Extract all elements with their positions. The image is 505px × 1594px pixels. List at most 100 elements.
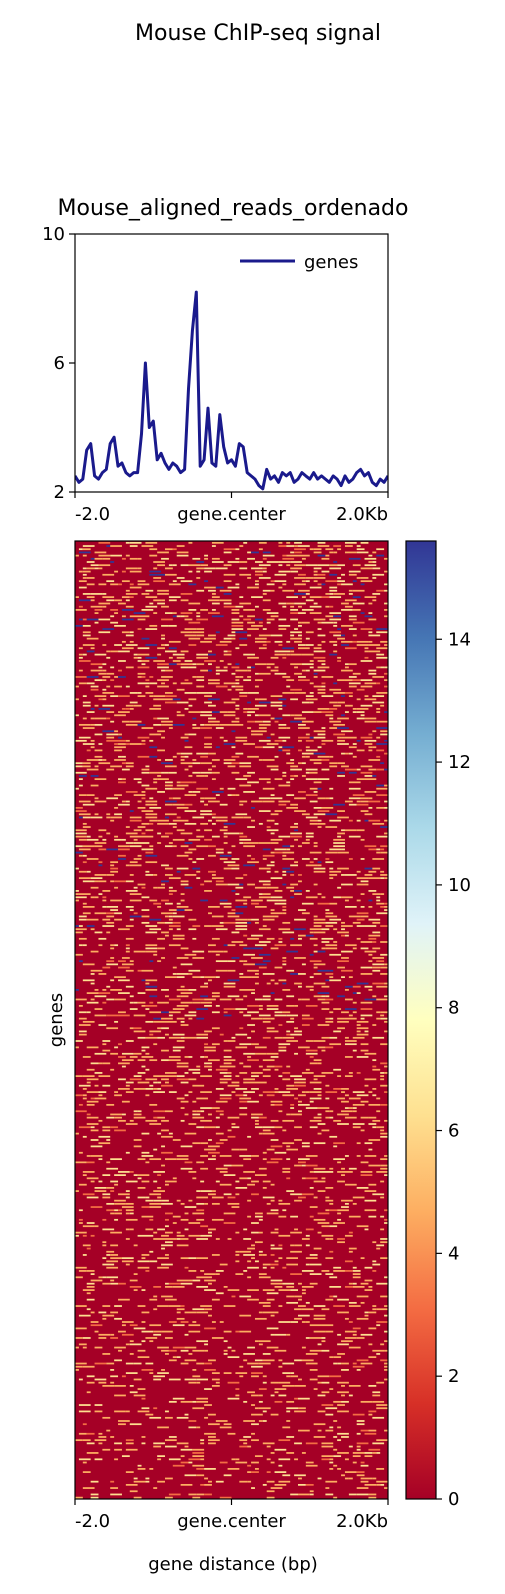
heatmap-cell [223, 743, 236, 745]
heatmap-cell [137, 1464, 142, 1467]
heatmap-cell [149, 771, 162, 774]
heatmap-cell [235, 1458, 240, 1461]
heatmap-cell [200, 1234, 212, 1237]
heatmap-cell [313, 711, 322, 713]
heatmap-cell [247, 1289, 259, 1291]
heatmap-cell [372, 746, 377, 749]
heatmap-cell [231, 672, 236, 675]
heatmap-cell [90, 688, 99, 691]
heatmap-cell [172, 1464, 185, 1467]
heatmap-cell [247, 1362, 259, 1365]
heatmap-cell [348, 1097, 361, 1100]
heatmap-cell [118, 928, 130, 931]
heatmap-cell [282, 921, 291, 924]
heatmap-cell [368, 819, 381, 822]
heatmap-cell [102, 1001, 107, 1004]
heatmap-cell [243, 1094, 248, 1097]
heatmap-cell [149, 1059, 158, 1062]
profile-data-point [234, 465, 237, 468]
heatmap-cell [254, 618, 263, 621]
heatmap-cell [227, 765, 236, 768]
heatmap-cell [313, 1075, 326, 1077]
heatmap-cell [149, 807, 162, 809]
heatmap-cell [266, 1445, 271, 1448]
heatmap-cell [219, 854, 232, 857]
heatmap-cell [266, 1094, 275, 1097]
heatmap-cell [360, 1461, 365, 1464]
heatmap-cell [309, 701, 314, 704]
heatmap-cell [294, 893, 302, 895]
heatmap-cell [337, 637, 345, 640]
heatmap-cell [298, 554, 310, 557]
heatmap-cell [184, 679, 189, 682]
heatmap-cell [329, 787, 334, 790]
heatmap-cell [223, 666, 228, 669]
heatmap-cell [161, 720, 173, 723]
heatmap-cell [352, 1327, 361, 1330]
heatmap-cell [239, 615, 244, 618]
heatmap-cell [364, 739, 377, 742]
heatmap-cell [121, 1059, 134, 1062]
heatmap-cell [235, 736, 248, 739]
heatmap-cell [102, 676, 111, 678]
heatmap-cell [204, 1432, 216, 1435]
heatmap-cell [145, 1004, 158, 1007]
heatmap-cell [278, 1202, 291, 1205]
heatmap-cell [356, 739, 361, 742]
heatmap-cell [223, 653, 232, 656]
heatmap-cell [157, 564, 165, 567]
heatmap-cell [231, 1126, 240, 1129]
heatmap-cell [227, 832, 240, 835]
heatmap-cell [258, 893, 263, 895]
heatmap-cell [153, 1375, 165, 1378]
heatmap-cell [208, 1151, 220, 1154]
heatmap-cell [329, 717, 334, 720]
heatmap-panel: -2.0 gene.center 2.0Kb gene distance (bp) … [46, 540, 389, 1575]
heatmap-cell [380, 1295, 388, 1298]
heatmap-cell [129, 861, 138, 864]
heatmap-cell [384, 963, 388, 966]
heatmap-cell [231, 858, 240, 860]
heatmap-cell [188, 1458, 201, 1461]
heatmap-cell [376, 628, 388, 630]
heatmap-cell [78, 1033, 87, 1036]
heatmap-cell [270, 1266, 275, 1269]
heatmap-cell [200, 1305, 212, 1307]
heatmap-cell [102, 1282, 111, 1285]
heatmap-cell [317, 660, 326, 662]
heatmap-cell [219, 1263, 228, 1266]
heatmap-cell [341, 1091, 345, 1093]
heatmap-cell [188, 765, 193, 768]
profile-data-point [305, 475, 307, 477]
heatmap-cell [231, 628, 244, 630]
heatmap-cell [317, 755, 322, 758]
heatmap-cell [204, 637, 216, 640]
heatmap-cell [341, 896, 353, 899]
heatmap-cell [270, 1461, 275, 1464]
heatmap-cell [251, 947, 263, 950]
heatmap-cell [164, 1337, 173, 1339]
heatmap-cell [129, 1008, 138, 1010]
heatmap-cell [305, 637, 310, 640]
heatmap-cell [188, 838, 201, 841]
heatmap-cell [141, 609, 154, 611]
heatmap-cell [298, 1493, 310, 1496]
heatmap-cell [270, 896, 283, 899]
profile-data-point [316, 478, 319, 480]
heatmap-cell [215, 727, 224, 729]
heatmap-cell [211, 545, 216, 547]
profile-data-point [105, 468, 108, 471]
heatmap-cell [78, 778, 83, 781]
heatmap-cell [196, 577, 201, 579]
heatmap-cell [149, 1250, 154, 1253]
heatmap-cell [102, 1305, 111, 1307]
heatmap-cell [317, 1190, 326, 1192]
heatmap-cell [94, 1458, 103, 1461]
heatmap-cell [258, 723, 271, 726]
heatmap-cell [75, 739, 87, 742]
heatmap-cell [251, 1088, 259, 1090]
heatmap-cell [298, 1196, 306, 1199]
heatmap-cell [153, 723, 162, 726]
heatmap-cell [333, 803, 345, 806]
heatmap-cell [337, 1241, 345, 1244]
